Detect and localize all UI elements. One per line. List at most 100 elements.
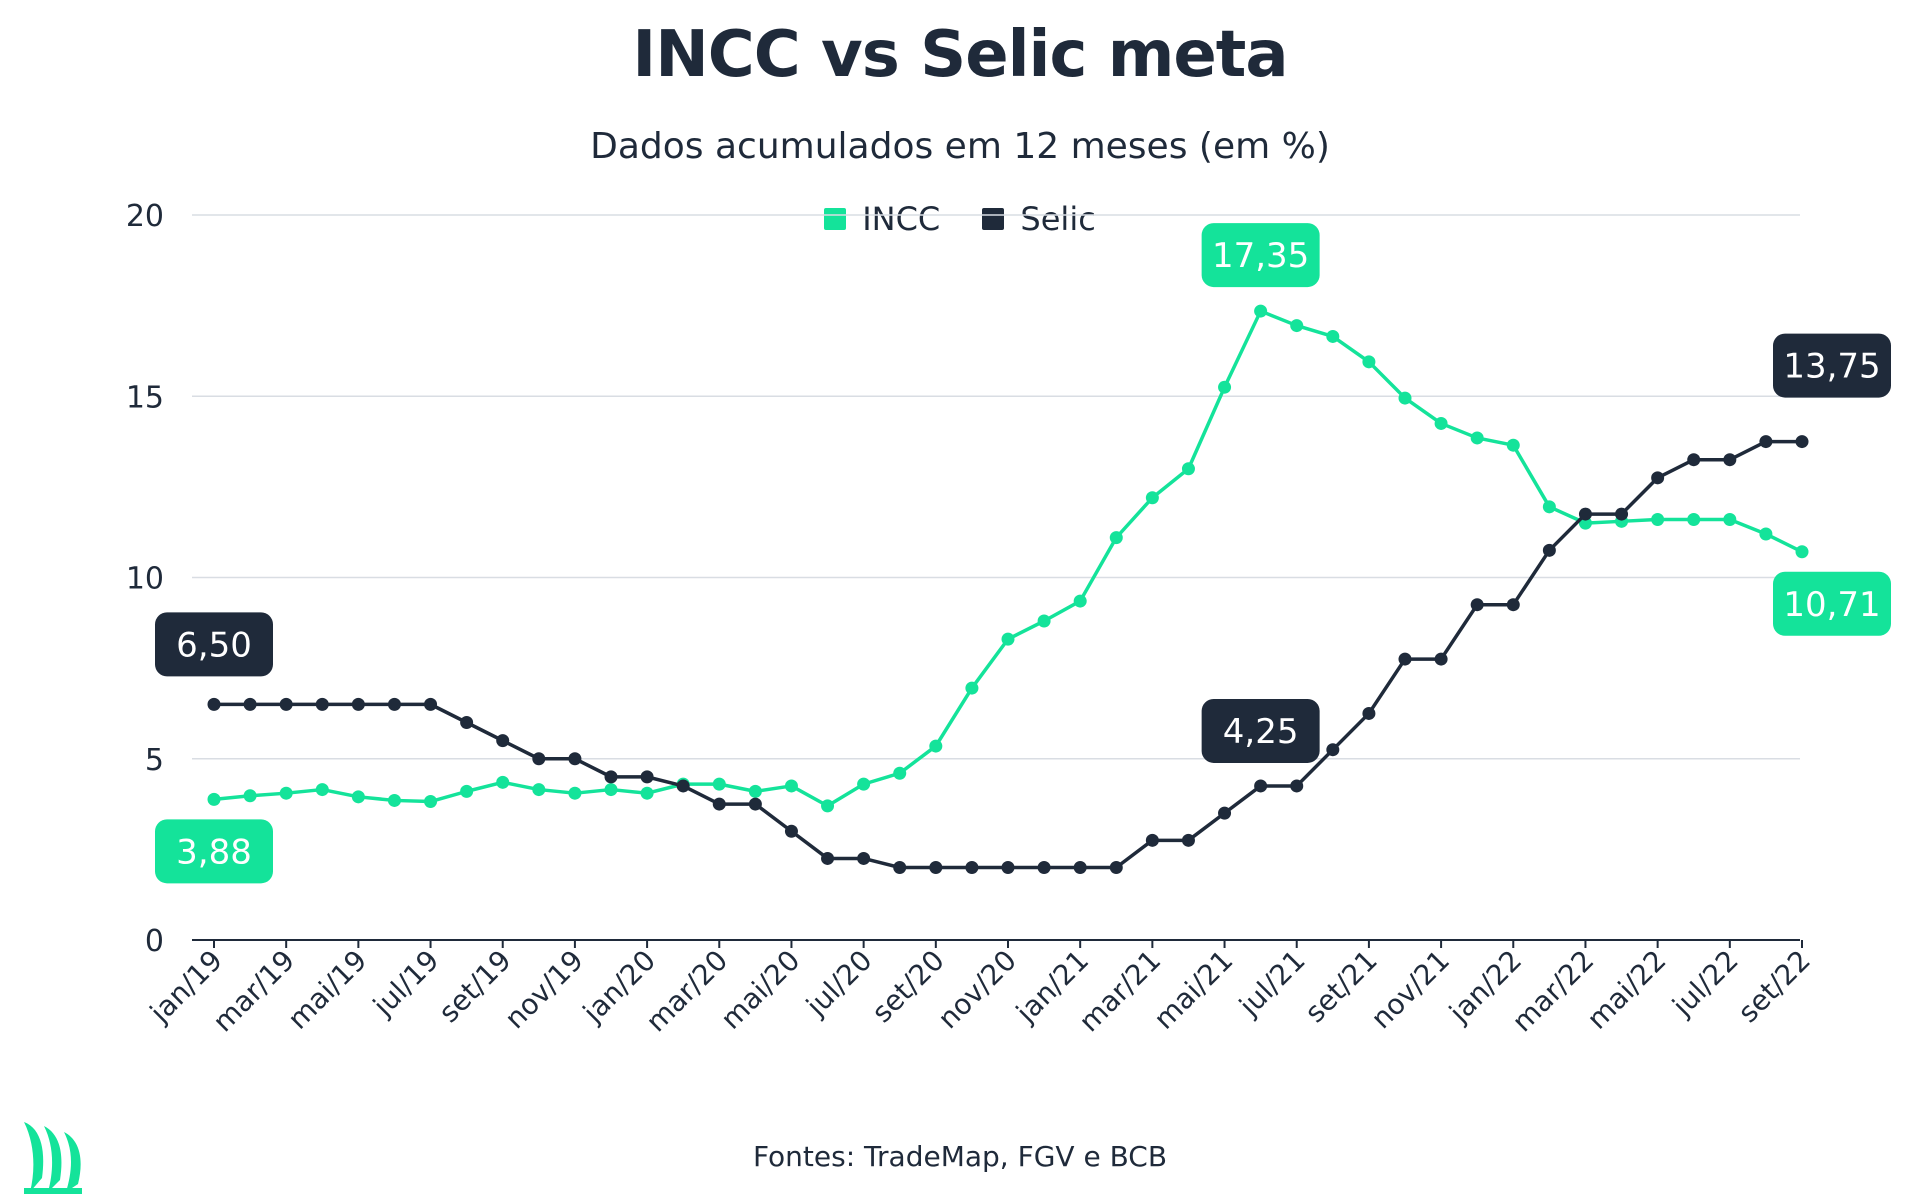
x-tick-label: mai/20 (714, 944, 806, 1036)
data-point-incc (1109, 531, 1123, 545)
annotation-selic: 13,75 (1773, 333, 1891, 398)
annotation-selic: 4,25 (1201, 698, 1320, 763)
data-point-selic (821, 851, 835, 865)
data-point-incc (965, 681, 979, 695)
data-point-incc (460, 784, 474, 798)
data-point-incc (1687, 513, 1701, 526)
data-point-selic (965, 861, 979, 874)
y-tick-label: 10 (126, 562, 164, 597)
data-point-selic (1145, 833, 1159, 847)
data-point-incc (1145, 491, 1159, 505)
data-point-selic (424, 697, 438, 711)
data-point-selic (1615, 507, 1629, 521)
data-point-incc (279, 786, 293, 800)
annotation-incc: 17,35 (1201, 223, 1320, 288)
data-point-incc (1362, 355, 1376, 369)
annotation-box (1773, 333, 1891, 398)
annotation-selic: 6,50 (155, 612, 273, 677)
x-tick-label: mai/19 (281, 944, 373, 1036)
data-point-incc (1037, 614, 1051, 628)
data-point-incc (1434, 416, 1448, 430)
x-tick-label: jul/20 (799, 944, 878, 1023)
data-point-incc (893, 766, 907, 780)
data-point-selic (1001, 861, 1015, 874)
data-point-incc (1001, 632, 1015, 646)
y-tick-label: 5 (145, 743, 164, 778)
x-tick-label: jul/19 (366, 944, 445, 1023)
data-point-incc (712, 777, 726, 791)
annotation-label: 13,75 (1783, 347, 1880, 387)
data-point-selic (1759, 435, 1773, 449)
x-tick-label: nov/20 (931, 944, 1023, 1036)
annotation-label: 4,25 (1223, 712, 1299, 752)
data-point-incc (1254, 304, 1268, 318)
series-line-incc (213, 309, 1803, 808)
series-line-selic (214, 439, 1802, 870)
data-point-selic (387, 697, 401, 711)
data-point-selic (1795, 435, 1809, 449)
data-point-incc (1651, 513, 1665, 526)
data-point-incc (315, 783, 329, 797)
annotation-box (155, 612, 273, 677)
data-point-incc (1181, 462, 1195, 476)
data-point-incc (1723, 513, 1737, 526)
x-tick-label: mar/22 (1506, 944, 1601, 1039)
data-point-selic (640, 770, 654, 784)
data-point-incc (351, 790, 365, 804)
data-point-selic (496, 734, 510, 748)
x-tick-label: jul/22 (1665, 944, 1744, 1023)
data-point-selic (279, 697, 293, 711)
leaf-brand-logo-icon (24, 1122, 82, 1194)
data-point-incc (1290, 319, 1304, 333)
data-point-selic (1254, 779, 1268, 793)
data-point-selic (676, 779, 690, 793)
data-point-selic (1073, 861, 1087, 874)
data-point-incc (821, 799, 835, 813)
annotation-box (1201, 223, 1320, 288)
x-tick-label: nov/19 (498, 944, 590, 1036)
data-point-selic (1542, 543, 1556, 557)
data-point-selic (207, 697, 221, 711)
annotation-label: 6,50 (176, 625, 252, 665)
x-tick-label: mar/20 (639, 944, 734, 1039)
data-point-incc (568, 786, 582, 800)
legend-item-selic: Selic (982, 200, 1096, 238)
x-tick-label: mai/21 (1147, 944, 1239, 1036)
data-point-selic (1109, 861, 1123, 874)
legend-swatch-incc (824, 208, 847, 230)
legend-swatch-selic (982, 208, 1005, 230)
data-point-incc (1073, 594, 1087, 608)
data-point-incc (604, 783, 618, 797)
data-point-selic (1037, 861, 1051, 874)
data-point-incc (532, 783, 546, 797)
data-point-selic (1687, 453, 1701, 467)
data-point-incc (857, 777, 871, 791)
data-point-selic (1723, 453, 1737, 467)
data-point-incc (424, 795, 438, 809)
annotation-box (1773, 571, 1891, 636)
data-point-incc (496, 775, 510, 789)
data-point-selic (568, 752, 582, 766)
data-point-selic (893, 861, 907, 874)
data-point-selic (351, 697, 365, 711)
y-tick-label: 15 (126, 380, 164, 415)
data-point-incc (748, 784, 762, 798)
data-point-selic (532, 752, 546, 766)
x-tick-label: mai/22 (1580, 944, 1672, 1036)
data-point-selic (1181, 833, 1195, 847)
annotation-incc: 3,88 (155, 819, 273, 884)
x-tick-label: mar/21 (1073, 944, 1168, 1039)
source-note: Fontes: TradeMap, FGV e BCB (752, 1140, 1168, 1173)
legend-label-incc: INCC (862, 200, 941, 238)
annotation-box (155, 819, 273, 884)
data-point-selic (604, 770, 618, 784)
data-point-incc (1398, 391, 1412, 405)
data-point-incc (1759, 527, 1773, 541)
chart-title: INCC vs Selic meta (620, 18, 1300, 92)
data-point-incc (1470, 431, 1484, 445)
data-point-selic (1290, 779, 1304, 793)
data-point-incc (387, 793, 401, 807)
data-point-selic (1434, 652, 1448, 666)
legend-item-incc: INCC (824, 200, 940, 238)
